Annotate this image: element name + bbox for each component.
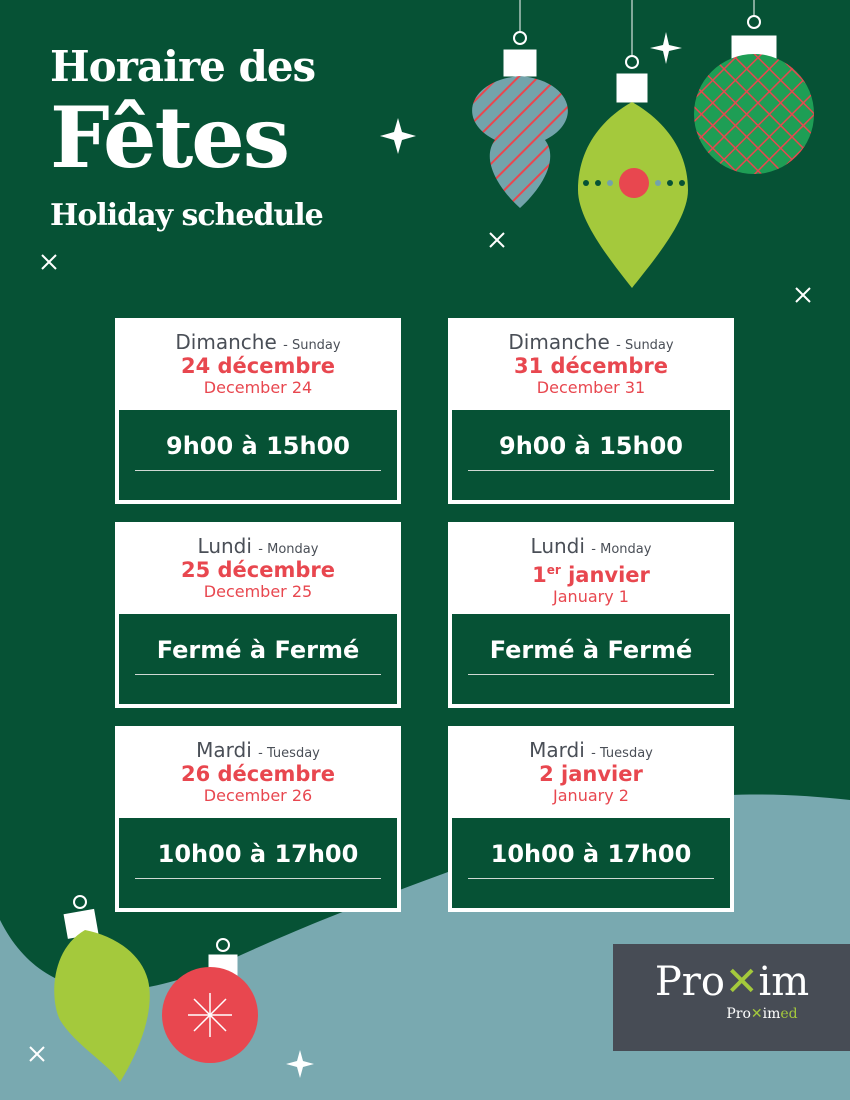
hours: 10h00 à 17h00 [157,840,359,868]
divider [135,674,381,675]
hours: Fermé à Fermé [489,636,693,664]
day-label: Dimanche - Sunday [450,330,732,354]
date-en: December 26 [203,786,313,805]
day-label: Mardi - Tuesday [117,738,399,762]
day-en: - Sunday [616,338,674,353]
ornament-lime-icon [578,0,688,288]
day-label: Dimanche - Sunday [117,330,399,354]
schedule-card: Lundi - Monday 1er janvier January 1 Fer… [448,522,734,708]
hours: 9h00 à 15h00 [499,432,683,460]
date-en: December 25 [203,582,313,601]
title-line-2: Fêtes [50,88,290,187]
date-fr: 1er janvier [532,563,650,587]
date-en: December 31 [536,378,646,397]
date-fr: 26 décembre [180,762,335,786]
date-en: January 1 [553,587,629,606]
day-fr: Dimanche [175,330,277,354]
day-en: - Tuesday [258,746,320,761]
divider [468,878,714,879]
day-en: - Tuesday [591,746,653,761]
hours: Fermé à Fermé [156,636,360,664]
divider [468,674,714,675]
day-en: - Monday [591,542,652,557]
title-line-1: Horaire des [50,42,316,91]
day-label: Lundi - Monday [450,534,732,558]
ornament-bottom-lime-icon [54,895,150,1082]
sparkle-icons [29,32,811,1078]
proxim-logo: Pro✕im Pro✕imed [613,944,850,1051]
day-fr: Lundi [197,534,252,558]
divider [135,878,381,879]
date-fr: 24 décembre [180,354,335,378]
day-fr: Mardi [529,738,585,762]
title-subtitle: Holiday schedule [50,198,324,233]
schedule-card: Dimanche - Sunday 24 décembre December 2… [115,318,401,504]
date-fr: 31 décembre [513,354,668,378]
ornament-teal-icon [472,0,568,208]
date-en: January 2 [553,786,629,805]
schedule-card: Lundi - Monday 25 décembre December 25 F… [115,522,401,708]
day-en: - Sunday [283,338,341,353]
divider [135,470,381,471]
date-en: December 24 [203,378,313,397]
schedule-card: Mardi - Tuesday 2 janvier January 2 10h0… [448,726,734,912]
date-fr: 2 janvier [539,762,643,786]
day-label: Mardi - Tuesday [450,738,732,762]
schedule-card: Dimanche - Sunday 31 décembre December 3… [448,318,734,504]
date-fr: 25 décembre [180,558,335,582]
day-fr: Lundi [530,534,585,558]
day-fr: Mardi [196,738,252,762]
day-label: Lundi - Monday [117,534,399,558]
ornament-bottom-red-icon [162,938,258,1063]
divider [468,470,714,471]
schedule-card: Mardi - Tuesday 26 décembre December 26 … [115,726,401,912]
ornament-green-icon [694,0,814,174]
hours: 9h00 à 15h00 [166,432,350,460]
day-fr: Dimanche [508,330,610,354]
hours: 10h00 à 17h00 [490,840,692,868]
day-en: - Monday [258,542,319,557]
